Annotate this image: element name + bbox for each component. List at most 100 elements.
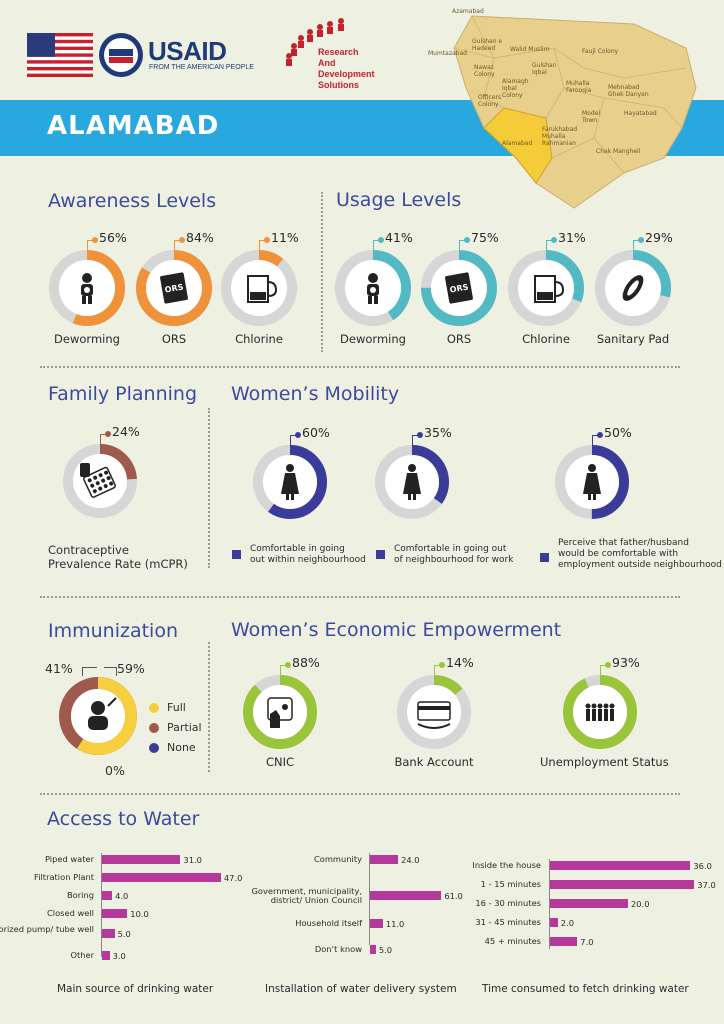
fp-caption-line1: Contraceptive: [48, 543, 129, 557]
map-label: Gulshan e Hadeed: [472, 38, 503, 52]
leader-dot: [295, 432, 301, 438]
bar-category-label: Filtration Plant: [34, 872, 94, 882]
bar: [550, 937, 578, 946]
leader-dot: [439, 662, 445, 668]
donut-arc: [508, 250, 584, 326]
map-label: Muhalla Farooqia: [566, 80, 592, 94]
immunization-percent: 41%: [45, 661, 73, 676]
full-arc: [59, 677, 137, 755]
bar: [370, 945, 376, 954]
leader-dot: [551, 237, 557, 243]
donut-caption: Deworming: [340, 332, 406, 346]
us-flag-icon: [27, 33, 93, 77]
bar: [550, 880, 695, 889]
bar-category-label: Boring: [66, 890, 94, 900]
donut-arc: [49, 250, 125, 326]
fp-caption-line2: Prevalence Rate (mCPR): [48, 557, 188, 571]
baby-icon: [88, 697, 117, 730]
bar: [102, 909, 128, 918]
usage-donut: [501, 243, 591, 333]
bar-value-label: 4.0: [115, 891, 129, 901]
mobility-caption-line: employment outside neighbourhood: [558, 560, 722, 570]
leader-line: [174, 240, 183, 251]
percent-label: 14%: [446, 655, 474, 670]
bar-value-label: 3.0: [112, 951, 126, 961]
immunization-legend-dot: [149, 703, 159, 713]
leader-line: [104, 667, 117, 676]
mobility-caption-line: of neighbourhood for work: [394, 555, 514, 565]
map-label: Farukhabad Muhalla Rahmanian: [542, 126, 578, 147]
awareness-donut: [214, 243, 304, 333]
bar-axis: [369, 853, 370, 945]
mobility-donut: [246, 438, 334, 526]
leader-dot: [179, 237, 185, 243]
bar-value-label: 2.0: [560, 918, 574, 928]
ors-packet-icon: ORS: [160, 272, 188, 304]
ors-packet-icon: ORS: [445, 272, 473, 304]
leader-dot: [285, 662, 291, 668]
mobility-caption-line: out within neighbourhood: [250, 555, 366, 565]
mobility-caption-line: would be comfortable with: [558, 549, 679, 559]
mobility-donut: [368, 438, 456, 526]
bar-value-label: 20.0: [631, 899, 650, 909]
leader-line: [592, 435, 601, 446]
usage-donut: ORS: [414, 243, 504, 333]
percent-label: 75%: [471, 230, 499, 245]
bar-category-label: Household itself: [295, 918, 362, 928]
bar-value-label: 37.0: [697, 880, 716, 890]
donut-arc: [221, 250, 297, 326]
mobility-caption-line: Comfortable in going: [250, 544, 345, 554]
bar: [102, 873, 221, 882]
donut-caption: CNIC: [265, 755, 295, 769]
bar-category-label: 45 + minutes: [484, 936, 541, 946]
donut-arc: [335, 250, 411, 326]
leader-dot: [605, 662, 611, 668]
immunization-title: Immunization: [48, 620, 178, 642]
leader-line: [100, 434, 109, 445]
bar-category-label: 16 - 30 minutes: [475, 898, 541, 908]
donut-arc: [63, 444, 137, 518]
immunization-donut: [51, 669, 145, 763]
economic-donut: [236, 668, 324, 756]
bar-chart-caption: Installation of water delivery system: [265, 983, 457, 995]
bar-value-label: 24.0: [401, 855, 420, 865]
bar: [370, 855, 399, 864]
pill-pack-icon: [80, 463, 117, 498]
usage-title: Usage Levels: [336, 189, 462, 211]
bar-category-label: Other: [70, 950, 94, 960]
bar-value-label: 36.0: [693, 861, 712, 871]
leader-dot: [597, 432, 603, 438]
leader-dot: [92, 237, 98, 243]
leader-line: [259, 240, 268, 251]
mobility-donut: [548, 438, 636, 526]
donut-arc: [595, 250, 671, 326]
immunization-legend-dot: [149, 723, 159, 733]
leader-dot: [105, 431, 111, 437]
queue-icon: [585, 703, 615, 721]
usaid-seal-icon: [98, 32, 144, 78]
bar-chart-caption: Time consumed to fetch drinking water: [482, 983, 689, 995]
map-label: Azamabad: [452, 8, 484, 15]
woman-icon: [583, 464, 601, 500]
bar: [102, 855, 181, 864]
leader-dot: [264, 237, 270, 243]
bar-value-label: 31.0: [183, 855, 202, 865]
immunization-legend-dot: [149, 743, 159, 753]
donut-arc: [253, 445, 327, 519]
bar: [102, 891, 113, 900]
mobility-caption-line: Comfortable in going out: [394, 544, 507, 554]
leader-line: [412, 435, 421, 446]
woman-icon: [281, 464, 299, 500]
map-label: Gulshan Iqbal: [532, 62, 557, 76]
awareness-donut: [42, 243, 132, 333]
bar-value-label: 7.0: [580, 937, 594, 947]
bar-value-label: 47.0: [223, 873, 243, 883]
legend-square: [232, 550, 241, 559]
percent-label: 11%: [271, 230, 299, 245]
bar-chart-caption: Main source of drinking water: [57, 983, 214, 995]
awareness-title: Awareness Levels: [48, 190, 217, 212]
leader-dot: [638, 237, 644, 243]
mobility-caption: Comfortable in going out of neighbourhood…: [394, 544, 513, 566]
awareness-donut: ORS: [129, 243, 219, 333]
bar-category-label: Inside the house: [472, 860, 541, 870]
